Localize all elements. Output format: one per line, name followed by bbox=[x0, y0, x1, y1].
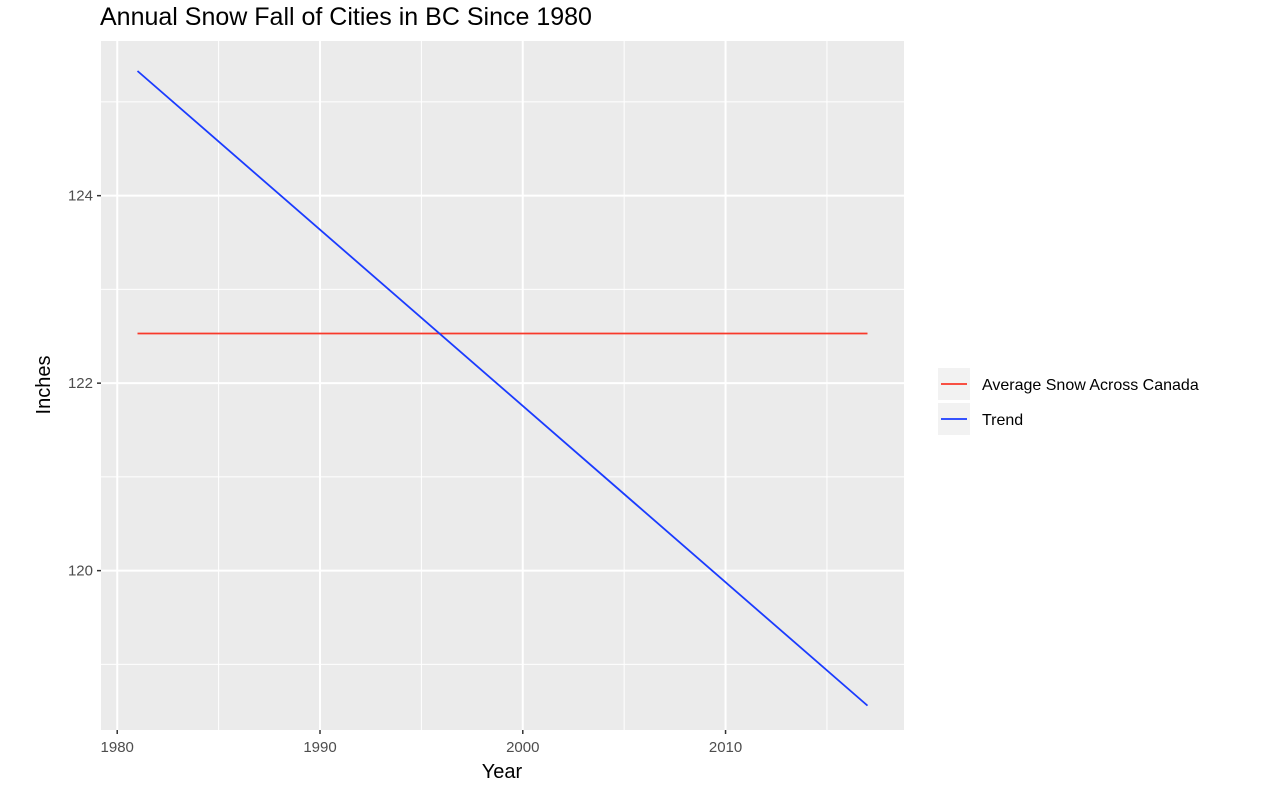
x-tick-label: 1980 bbox=[101, 739, 134, 756]
y-tick-label: 124 bbox=[68, 188, 93, 205]
legend: Average Snow Across Canada Trend bbox=[938, 368, 1199, 435]
legend-label: Average Snow Across Canada bbox=[982, 377, 1199, 394]
major-gridlines bbox=[101, 41, 904, 730]
minor-gridlines bbox=[101, 41, 904, 730]
y-tick-label: 120 bbox=[68, 563, 93, 580]
x-axis: 1980 1990 2000 2010 bbox=[101, 730, 742, 756]
series-line bbox=[136, 70, 869, 707]
legend-label: Trend bbox=[982, 412, 1023, 429]
y-axis: 120 122 124 bbox=[68, 188, 101, 580]
x-tick-label: 2010 bbox=[709, 739, 742, 756]
y-tick-label: 122 bbox=[68, 375, 93, 392]
x-axis-title: Year bbox=[482, 761, 523, 783]
series-layer bbox=[136, 70, 869, 707]
chart-title: Annual Snow Fall of Cities in BC Since 1… bbox=[100, 3, 592, 31]
x-tick-label: 2000 bbox=[506, 739, 539, 756]
y-axis-title: Inches bbox=[33, 356, 55, 415]
x-tick-label: 1990 bbox=[303, 739, 336, 756]
